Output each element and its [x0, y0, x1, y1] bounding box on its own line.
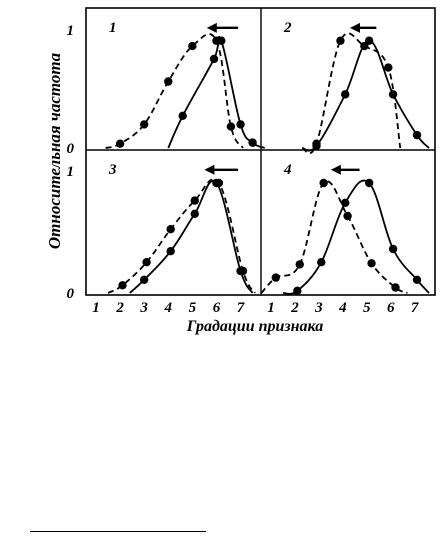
data-point-solid: [388, 90, 398, 99]
data-point-dashed: [226, 122, 236, 131]
panel-label: 1: [109, 20, 117, 36]
data-point-dashed: [142, 258, 151, 267]
data-point-solid: [364, 36, 374, 45]
x-tick-left-2: 2: [115, 300, 124, 316]
shift-arrow-head: [206, 22, 217, 33]
shift-arrow-head: [350, 22, 360, 33]
x-tick-right-7: 7: [411, 300, 419, 316]
data-point-solid: [412, 275, 422, 284]
y-tick-bottom-0: 0: [67, 286, 75, 302]
data-point-solid: [317, 258, 326, 267]
data-point-solid: [236, 120, 245, 129]
y-tick-top-1: 1: [67, 23, 75, 39]
data-point-solid: [217, 36, 226, 45]
data-point-dashed: [391, 283, 400, 292]
panel-label: 3: [108, 162, 117, 178]
data-point-dashed: [343, 211, 352, 221]
data-point-solid: [178, 111, 187, 121]
shift-arrow-head: [204, 164, 215, 175]
data-point-dashed: [188, 41, 197, 51]
data-point-solid: [209, 54, 219, 64]
x-tick-left-5: 5: [189, 300, 197, 316]
x-tick-right-1: 1: [267, 300, 275, 316]
data-point-dashed: [384, 63, 393, 72]
data-point-solid: [341, 198, 350, 207]
data-point-solid: [139, 275, 149, 284]
data-point-solid: [388, 244, 398, 254]
data-point-dashed: [164, 77, 173, 86]
data-point-dashed: [336, 36, 345, 45]
data-point-solid: [364, 178, 374, 188]
data-point-dashed: [319, 178, 328, 188]
y-axis-label: Относительная частота: [45, 52, 64, 249]
shift-arrow-head: [330, 164, 341, 175]
x-tick-right-2: 2: [290, 300, 299, 316]
x-tick-left-6: 6: [213, 300, 221, 316]
panel-4: 4: [260, 162, 430, 295]
data-point-solid: [248, 138, 257, 147]
x-tick-right-4: 4: [338, 300, 347, 316]
data-point-solid: [212, 178, 221, 188]
footnote-rule: [30, 531, 206, 532]
x-tick-left-1: 1: [92, 300, 100, 316]
series-line-dashed: [105, 33, 244, 149]
panel-2: 2: [283, 20, 430, 155]
series-line-dashed: [301, 32, 402, 155]
x-axis-label: Градации признака: [186, 318, 323, 335]
series-line-dashed: [260, 180, 408, 294]
data-point-solid: [293, 286, 302, 295]
y-tick-bottom-1: 1: [67, 164, 75, 180]
data-point-dashed: [271, 273, 280, 282]
x-tick-left-3: 3: [139, 300, 148, 316]
data-point-solid: [412, 130, 422, 140]
data-point-dashed: [295, 260, 304, 269]
data-point-dashed: [115, 139, 125, 148]
data-point-solid: [166, 247, 175, 256]
data-point-solid: [341, 90, 350, 99]
x-tick-right-5: 5: [363, 300, 371, 316]
data-point-solid: [190, 209, 199, 218]
data-point-dashed: [166, 225, 175, 234]
series-line-solid: [301, 39, 430, 152]
panel-1: 1: [105, 20, 266, 149]
data-point-solid: [236, 266, 245, 276]
x-tick-right-6: 6: [387, 300, 395, 316]
series-line-solid: [282, 179, 430, 295]
panel-label: 4: [283, 162, 292, 178]
x-tick-left-4: 4: [164, 300, 173, 316]
panel-label: 2: [283, 20, 292, 36]
data-point-dashed: [190, 196, 199, 205]
x-tick-right-3: 3: [314, 300, 323, 316]
data-point-dashed: [118, 281, 127, 290]
data-point-dashed: [367, 259, 376, 268]
data-point-dashed: [139, 120, 149, 129]
panels: 1 2 3 4: [105, 20, 430, 295]
x-tick-left-7: 7: [237, 300, 245, 316]
data-point-solid: [312, 141, 321, 151]
panel-3: 3: [107, 162, 256, 294]
series-line-solid: [167, 35, 266, 149]
y-tick-top-0: 0: [67, 141, 75, 157]
